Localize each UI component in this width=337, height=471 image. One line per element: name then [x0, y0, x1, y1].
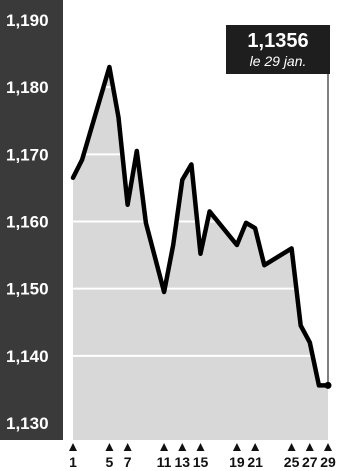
x-tick-label: 7 — [124, 454, 132, 470]
x-tick-marker — [232, 443, 241, 451]
x-tick-label: 21 — [247, 454, 263, 470]
x-tick-marker — [196, 443, 205, 451]
x-tick-marker — [287, 443, 296, 451]
y-tick-label: 1,140 — [6, 347, 49, 366]
x-tick-label: 27 — [302, 454, 318, 470]
x-tick-marker — [123, 443, 132, 451]
y-tick-label: 1,150 — [6, 280, 49, 299]
x-tick-marker — [178, 443, 187, 451]
x-tick-marker — [305, 443, 314, 451]
y-tick-label: 1,160 — [6, 213, 49, 232]
series-line — [70, 64, 331, 388]
x-tick-label: 13 — [174, 454, 190, 470]
x-tick-marker — [251, 443, 260, 451]
x-tick-label: 19 — [229, 454, 245, 470]
last-value-point — [324, 381, 332, 389]
x-tick-label: 5 — [106, 454, 114, 470]
x-tick-label: 11 — [157, 454, 172, 470]
x-axis-ticks: 1 5 7 11 13 15 19 21 25 27 29 — [69, 443, 336, 470]
y-tick-label: 1,190 — [6, 11, 49, 30]
x-tick-marker — [105, 443, 114, 451]
x-tick-marker — [160, 443, 169, 451]
y-tick-label: 1,130 — [6, 414, 49, 433]
x-tick-label: 1 — [69, 454, 77, 470]
callout-date: le 29 jan. — [250, 53, 307, 69]
y-axis-ticks: 1,190 1,180 1,170 1,160 1,150 1,140 1,130 — [6, 11, 49, 433]
callout-value: 1,1356 — [247, 30, 308, 52]
x-tick-label: 15 — [193, 454, 209, 470]
callout-box — [226, 25, 330, 74]
x-tick-label: 25 — [284, 454, 300, 470]
y-tick-label: 1,180 — [6, 78, 49, 97]
x-tick-label: 29 — [320, 454, 336, 470]
y-axis-band — [0, 0, 63, 440]
last-value-callout: 1,1356 le 29 jan. — [226, 25, 330, 74]
x-tick-marker — [324, 443, 332, 451]
y-tick-label: 1,170 — [6, 145, 49, 164]
x-tick-marker — [69, 443, 77, 451]
